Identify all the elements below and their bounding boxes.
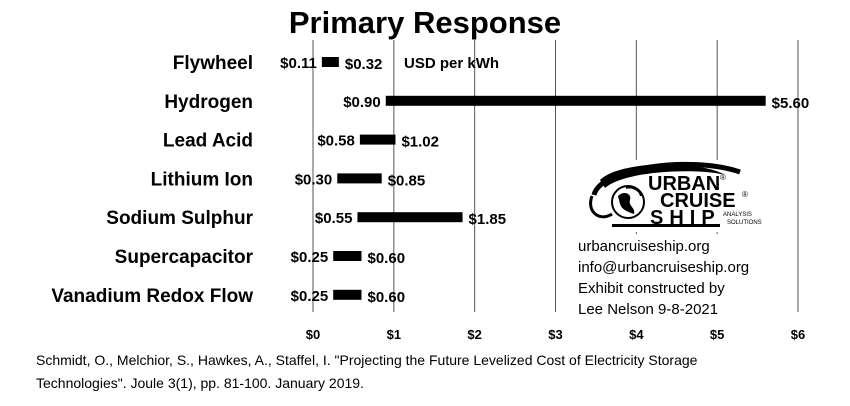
category-label: Lithium Ion bbox=[151, 169, 253, 190]
range-bars bbox=[321, 57, 766, 300]
category-labels: Flywheel Hydrogen Lead Acid Lithium Ion Sodi… bbox=[51, 53, 253, 307]
high-value-label: $0.60 bbox=[368, 289, 406, 306]
low-value-label: $0.11 bbox=[280, 55, 317, 72]
x-tick-label: $6 bbox=[791, 327, 805, 342]
logo-word-ship: SHIP bbox=[650, 207, 721, 229]
credit-line-2: Lee Nelson 9-8-2021 bbox=[578, 301, 718, 318]
category-label: Lead Acid bbox=[163, 131, 253, 152]
logo-registered-1: ® bbox=[720, 173, 726, 182]
category-label: Supercapacitor bbox=[115, 247, 254, 268]
range-bar bbox=[337, 173, 382, 184]
logo-word-cruise: CRUISE bbox=[660, 190, 736, 212]
range-bar bbox=[333, 251, 362, 261]
unit-note: USD per kWh bbox=[404, 55, 499, 72]
x-tick-label: $0 bbox=[306, 327, 320, 342]
logo-word-urban: URBAN bbox=[648, 173, 720, 195]
urban-cruise-ship-logo: URBAN ® CRUISE ® SHIP ANALYSIS SOLUTIONS bbox=[578, 160, 788, 232]
x-tick-label: $3 bbox=[548, 327, 562, 342]
range-bar bbox=[359, 134, 396, 145]
range-bar bbox=[357, 212, 463, 223]
high-value-label: $0.85 bbox=[388, 172, 426, 189]
category-label: Flywheel bbox=[173, 53, 253, 74]
low-value-label: $0.30 bbox=[295, 171, 333, 188]
high-value-label: $0.60 bbox=[368, 250, 406, 267]
logo-tag-solutions: SOLUTIONS bbox=[727, 220, 762, 226]
citation-line-1: Schmidt, O., Melchior, S., Hawkes, A., S… bbox=[36, 352, 698, 368]
low-value-label: $0.90 bbox=[343, 94, 381, 111]
high-value-label: $0.32 bbox=[345, 56, 383, 73]
logo-registered-2: ® bbox=[742, 190, 748, 199]
x-tick-label: $5 bbox=[710, 327, 724, 342]
category-label: Hydrogen bbox=[164, 92, 253, 113]
website-text: urbancruiseship.org bbox=[578, 238, 710, 255]
high-value-label: $5.60 bbox=[772, 95, 810, 112]
low-value-label: $0.25 bbox=[291, 249, 329, 266]
high-value-label: $1.02 bbox=[401, 134, 439, 151]
credit-line-1: Exhibit constructed by bbox=[578, 280, 725, 297]
high-value-label: $1.85 bbox=[469, 211, 507, 228]
chart-title: Primary Response bbox=[289, 5, 561, 40]
x-tick-label: $4 bbox=[629, 327, 644, 342]
low-value-label: $0.58 bbox=[317, 133, 355, 150]
x-tick-label: $2 bbox=[467, 327, 481, 342]
x-tick-label: $1 bbox=[387, 327, 401, 342]
range-bar bbox=[333, 289, 362, 300]
logo-tag-analysis: ANALYSIS bbox=[723, 212, 752, 218]
range-bar bbox=[321, 57, 339, 67]
range-bar bbox=[385, 95, 766, 106]
low-value-label: $0.55 bbox=[315, 210, 353, 227]
x-axis-ticks: $0 $1 $2 $3 $4 $5 $6 bbox=[306, 327, 805, 342]
category-label: Vanadium Redox Flow bbox=[51, 286, 253, 307]
low-value-label: $0.25 bbox=[291, 288, 329, 305]
citation-line-2: Technologies". Joule 3(1), pp. 81-100. J… bbox=[36, 375, 364, 391]
category-label: Sodium Sulphur bbox=[106, 208, 253, 229]
value-labels: $0.11 $0.32 $0.90 $5.60 $0.58 $1.02 $0.30 $0.85… bbox=[280, 55, 809, 306]
email-text: info@urbancruiseship.org bbox=[578, 259, 749, 276]
